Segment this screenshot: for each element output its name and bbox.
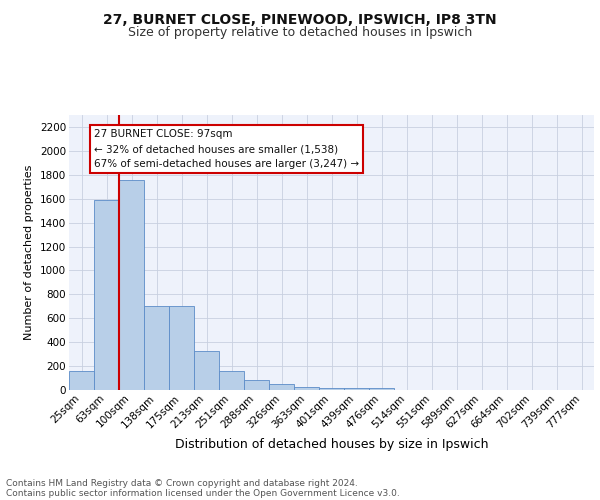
X-axis label: Distribution of detached houses by size in Ipswich: Distribution of detached houses by size … (175, 438, 488, 451)
Bar (294, 386, 319, 390)
Bar (269, 384, 294, 390)
Bar (119, 180, 144, 390)
Text: 27, BURNET CLOSE, PINEWOOD, IPSWICH, IP8 3TN: 27, BURNET CLOSE, PINEWOOD, IPSWICH, IP8… (103, 12, 497, 26)
Bar (244, 380, 269, 390)
Bar (194, 351, 219, 390)
Text: Size of property relative to detached houses in Ipswich: Size of property relative to detached ho… (128, 26, 472, 39)
Text: Contains HM Land Registry data © Crown copyright and database right 2024.: Contains HM Land Registry data © Crown c… (6, 478, 358, 488)
Bar (319, 388, 344, 390)
Bar (219, 372, 244, 390)
Bar (169, 306, 194, 390)
Bar (344, 388, 369, 390)
Text: 27 BURNET CLOSE: 97sqm
← 32% of detached houses are smaller (1,538)
67% of semi-: 27 BURNET CLOSE: 97sqm ← 32% of detached… (94, 130, 359, 169)
Bar (69, 371, 94, 390)
Text: Contains public sector information licensed under the Open Government Licence v3: Contains public sector information licen… (6, 488, 400, 498)
Y-axis label: Number of detached properties: Number of detached properties (25, 165, 34, 340)
Bar (369, 388, 394, 390)
Bar (94, 200, 119, 390)
Bar (144, 306, 169, 390)
